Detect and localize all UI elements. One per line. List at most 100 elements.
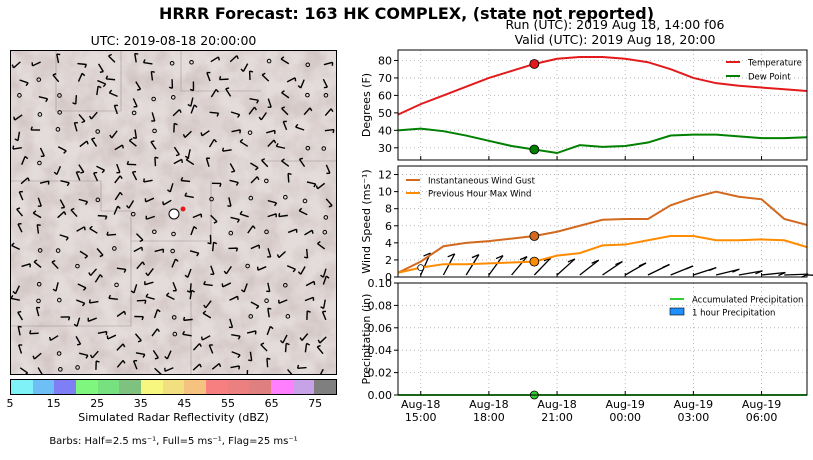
wind-barb (32, 352, 42, 360)
wind-barb (325, 198, 333, 208)
calm-wind-marker (245, 263, 250, 269)
wind-barb (298, 207, 308, 216)
legend-label: Accumulated Precipitation (692, 296, 803, 306)
legend-label: 1 hour Precipitation (692, 309, 775, 319)
wind-barb (231, 351, 241, 359)
wind-barb (145, 215, 156, 220)
wind-barb (806, 274, 813, 276)
wind-barb (281, 158, 290, 167)
wind-barb (239, 210, 249, 218)
wind-barb (31, 61, 41, 67)
x-tick-label-date: Aug-18 (537, 398, 576, 411)
wind-barb (670, 265, 694, 276)
wind-barb (18, 190, 24, 201)
calm-wind-marker (152, 128, 157, 134)
wind-barb (145, 293, 155, 300)
wind-barb (73, 317, 81, 327)
wind-barb (295, 123, 305, 131)
wind-barb (88, 299, 99, 304)
y-tick-label: 8 (385, 203, 392, 216)
x-tick-label-date: Aug-19 (674, 398, 713, 411)
wind-barb (98, 63, 104, 74)
wind-barb (306, 310, 311, 320)
wind-barb (97, 214, 108, 220)
current-time-marker[interactable] (529, 256, 540, 267)
wind-barb-map-svg (11, 51, 336, 374)
wind-barb (693, 266, 717, 276)
calm-wind-marker (57, 110, 62, 115)
calm-wind-marker (75, 263, 80, 269)
wind-barb (19, 367, 29, 374)
current-time-marker[interactable] (529, 231, 540, 241)
current-time-marker[interactable] (529, 144, 540, 155)
colorbar-tick-label: 45 (177, 397, 192, 410)
wind-barb (57, 211, 67, 219)
wind-barb (200, 130, 210, 137)
wind-barb (286, 265, 296, 273)
calm-wind-marker (95, 197, 101, 203)
calm-wind-marker (305, 92, 310, 98)
legend-label: Temperature (747, 59, 802, 69)
colorbar-swatch (292, 380, 315, 394)
x-tick-label-time: 18:00 (473, 411, 505, 424)
y-tick-label: 12 (378, 169, 392, 182)
y-tick-label: 0.06 (368, 322, 393, 335)
wind-barb (579, 259, 600, 276)
wind-barb (210, 88, 219, 98)
wind-barb (60, 316, 71, 321)
wind-barb (79, 250, 89, 259)
wind-barb (162, 199, 172, 206)
wind-barb (89, 225, 98, 234)
calm-wind-marker (95, 129, 100, 134)
wind-barb (151, 112, 156, 122)
wind-barb (114, 144, 124, 151)
calm-wind-marker (189, 59, 194, 65)
current-time-marker[interactable] (529, 59, 540, 69)
wind-barb (240, 283, 248, 293)
wind-barb (29, 330, 39, 335)
wind-barb (258, 112, 267, 121)
wind-barb (322, 275, 330, 285)
wind-barb (87, 317, 97, 322)
wind-barb (32, 210, 42, 219)
wind-barb (267, 199, 278, 207)
wind-barb (57, 146, 67, 154)
colorbar-swatch (206, 380, 228, 394)
series-line (397, 190, 808, 274)
wind-barb (203, 280, 213, 287)
wind-barb (70, 207, 78, 218)
wind-barb (116, 163, 121, 174)
wind-barb (168, 79, 174, 89)
wind-barb (78, 198, 89, 206)
wind-barb (75, 171, 81, 181)
x-tick-label-time: 00:00 (609, 411, 641, 424)
wind-barb (240, 63, 249, 72)
wind-barb (173, 146, 180, 157)
y-tick-label: 30 (378, 142, 392, 155)
wind-barb (761, 271, 786, 277)
wind-barb (246, 330, 257, 335)
calm-wind-marker (55, 127, 61, 132)
fire-location-marker[interactable] (168, 208, 180, 220)
wind-barb (225, 87, 232, 97)
wind-barb (207, 234, 212, 245)
calm-wind-marker (56, 351, 62, 356)
wind-barb (322, 78, 328, 89)
wind-barb (275, 142, 286, 149)
colorbar-tick-labels: 5 15 25 35 45 55 65 75 (7, 397, 337, 411)
wind-barb (267, 307, 272, 318)
wind-barb (189, 250, 200, 257)
wind-barb (239, 138, 249, 147)
wind-barb (210, 56, 220, 63)
calm-wind-marker (417, 264, 425, 272)
wind-barb (152, 350, 159, 360)
wind-barb (184, 192, 194, 199)
wind-barb (21, 155, 29, 165)
wind-barb (132, 359, 138, 370)
wind-barb (106, 231, 117, 236)
wind-barb (116, 310, 127, 317)
calm-wind-marker (171, 315, 177, 320)
wind-barb (279, 334, 288, 344)
calm-wind-marker (37, 112, 43, 117)
